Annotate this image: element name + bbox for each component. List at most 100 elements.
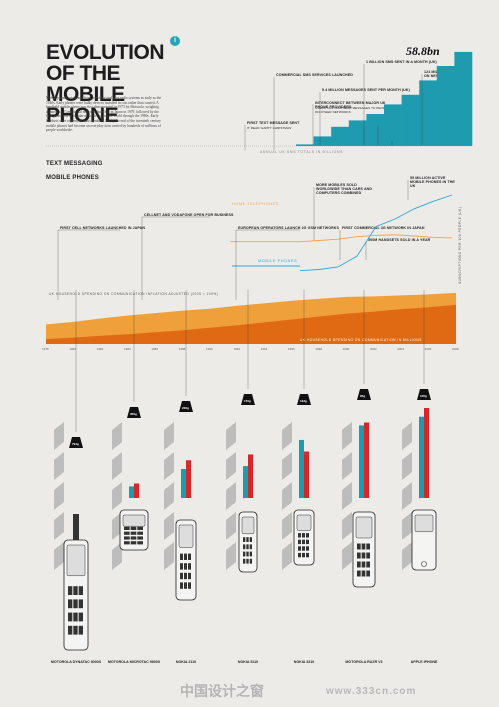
keypad-key [124, 526, 130, 530]
decor-shadow [54, 452, 64, 480]
info-icon: i [170, 36, 180, 46]
keypad-key [73, 599, 78, 609]
keypad-key [357, 561, 361, 568]
talk-time-bar [359, 425, 364, 498]
sms-bar-2008 [454, 51, 473, 146]
decor-shadow [282, 542, 292, 570]
keypad-key [306, 539, 309, 545]
decor-shadow [164, 482, 174, 510]
annotation-first-text-sub: It read 'Happy Christmas' [247, 126, 292, 130]
keypad-key [249, 551, 252, 557]
keypad-key [130, 531, 137, 535]
keypad-key [78, 586, 83, 595]
keypad-key [137, 526, 143, 530]
decor-shadow [402, 422, 412, 450]
sms-bar-2000 [313, 136, 332, 146]
weight-icon [179, 401, 193, 412]
weight-label: 794g [72, 442, 79, 446]
keypad-key [298, 533, 301, 538]
keypad-key [366, 570, 370, 577]
annotation-european-gsm: EUROPEAN OPERATORS LAUNCH 2G GSM NETWORK… [238, 226, 340, 230]
decor-shadow [164, 542, 174, 570]
keypad-key [78, 625, 83, 635]
home-button [421, 561, 427, 567]
keypad-key [184, 582, 187, 589]
decor-shadow [282, 482, 292, 510]
decor-shadow [164, 422, 174, 450]
keypad-key [298, 539, 301, 545]
keypad-key [366, 552, 370, 559]
spending-year-tick: 1982 [97, 347, 104, 351]
keypad-key [306, 552, 309, 558]
weight-label: 133g [300, 399, 307, 403]
title-line-1: EVOLUTION OF THE [46, 41, 165, 85]
annotation-interconnect: INTERCONNECT BETWEEN MAJOR UK PHONE PROV… [315, 101, 386, 110]
keypad-key [246, 551, 249, 557]
keypad-key [180, 553, 183, 560]
annotation-handsets-sold: 500M HANDSETS SOLD IN A YEAR [368, 238, 431, 242]
spending-area-1 [46, 304, 456, 344]
keypad-key [302, 552, 305, 558]
weight-label: 95g [360, 394, 365, 398]
annotation-cellnet: CELLNET AND VODAFONE OPEN FOR BUSINESS [144, 213, 234, 217]
decor-shadow [226, 452, 236, 480]
keypad-key [184, 572, 187, 580]
keypad-key [246, 558, 249, 564]
annotation-first-cell: FIRST CELL NETWORKS LAUNCHED IN JAPAN [60, 226, 146, 230]
standby-bar [424, 408, 429, 498]
keypad-key [73, 586, 78, 595]
keypad-key [180, 563, 183, 570]
keypad-key [361, 570, 366, 577]
weight-icon [297, 394, 311, 405]
standby-bar [186, 460, 191, 498]
antenna [73, 514, 79, 540]
sms-bar-2004 [384, 104, 402, 146]
keypad-key [246, 537, 249, 542]
keypad-key [137, 541, 143, 545]
weight-label: 135g [420, 394, 427, 398]
page-title: EVOLUTION OF THE MOBILE PHONE [46, 42, 196, 126]
keypad-key [130, 541, 137, 545]
weight-label: 350g [130, 412, 137, 416]
sms-bar-chart [46, 51, 473, 147]
phone-name-label: NOKIA 3310 [293, 660, 315, 664]
keypad-key [180, 572, 183, 580]
phone-screen [241, 516, 255, 535]
keypad-key [124, 536, 130, 540]
text-messaging-label: TEXT MESSAGING [46, 161, 103, 167]
decor-shadow [342, 452, 352, 480]
spending-year-tick: 1988 [179, 347, 186, 351]
phone-screen [122, 514, 146, 527]
home-telephones-label: HOME TELEPHONES [232, 202, 279, 206]
decor-shadow [54, 542, 64, 570]
phone-name-label: MOTOROLA MICROTAC 9800X [107, 660, 161, 664]
keypad-key [188, 582, 191, 589]
keypad-key [124, 541, 130, 545]
keypad-key [249, 558, 252, 564]
decor-shadow [112, 512, 122, 540]
sms-bar-2002 [348, 120, 367, 146]
keypad-key [246, 544, 249, 550]
keypad-key [188, 553, 191, 560]
decor-shadow [342, 512, 352, 540]
decor-shadow [402, 452, 412, 480]
spending-year-tick: 2006 [425, 347, 432, 351]
keypad-key [361, 561, 366, 568]
talk-time-bar [299, 439, 304, 498]
keypad-key [361, 552, 366, 559]
spending-year-tick: 2002 [370, 347, 377, 351]
keypad-key [361, 543, 366, 550]
weight-icon [357, 389, 371, 400]
keypad-key [78, 599, 83, 609]
sms-bar-2006 [419, 80, 438, 146]
sms-bar-2001 [331, 126, 350, 146]
keypad-key [249, 544, 252, 550]
sms-bar-2007 [436, 66, 455, 146]
spending-year-tick: 1980 [69, 347, 76, 351]
watermark-url: www.333cn.com [326, 686, 417, 697]
keypad-key [137, 536, 143, 540]
weight-icon [127, 407, 141, 418]
decor-shadow [402, 482, 412, 510]
spending-area-chart: 1978 1980 1982 1984 1986 1988 1990 1992 1994 1996… [42, 292, 459, 351]
